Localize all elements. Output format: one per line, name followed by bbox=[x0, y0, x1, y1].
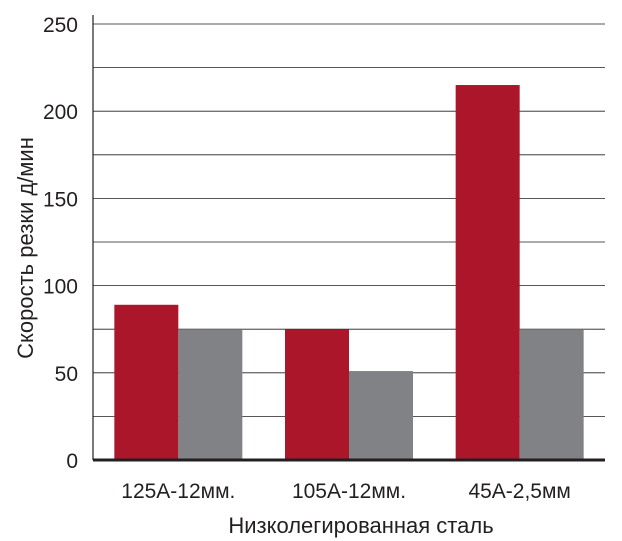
y-tick-label: 200 bbox=[43, 101, 78, 124]
bar bbox=[349, 371, 413, 460]
x-tick-label: 105А-12мм. bbox=[292, 480, 406, 503]
x-tick-label: 125А-12мм. bbox=[121, 480, 235, 503]
y-tick-label: 150 bbox=[43, 188, 78, 211]
x-tick-labels: 125А-12мм. 105А-12мм. 45А-2,5мм bbox=[121, 480, 571, 503]
y-tick-label: 50 bbox=[55, 363, 78, 386]
bars bbox=[114, 85, 584, 460]
y-tick-label: 100 bbox=[43, 276, 78, 299]
y-tick-labels: 0 50 100 150 200 250 bbox=[43, 14, 78, 473]
bar bbox=[455, 85, 520, 460]
x-axis-title: Низколегированная сталь bbox=[228, 513, 493, 538]
bar bbox=[285, 329, 349, 460]
y-axis-title: Скорость резки д/мин bbox=[13, 137, 38, 359]
x-tick-label: 45А-2,5мм bbox=[468, 480, 570, 503]
bar bbox=[114, 304, 179, 460]
bar bbox=[519, 329, 584, 460]
y-tick-label: 0 bbox=[66, 450, 78, 473]
bar bbox=[178, 329, 243, 460]
y-tick-label: 250 bbox=[43, 14, 78, 37]
